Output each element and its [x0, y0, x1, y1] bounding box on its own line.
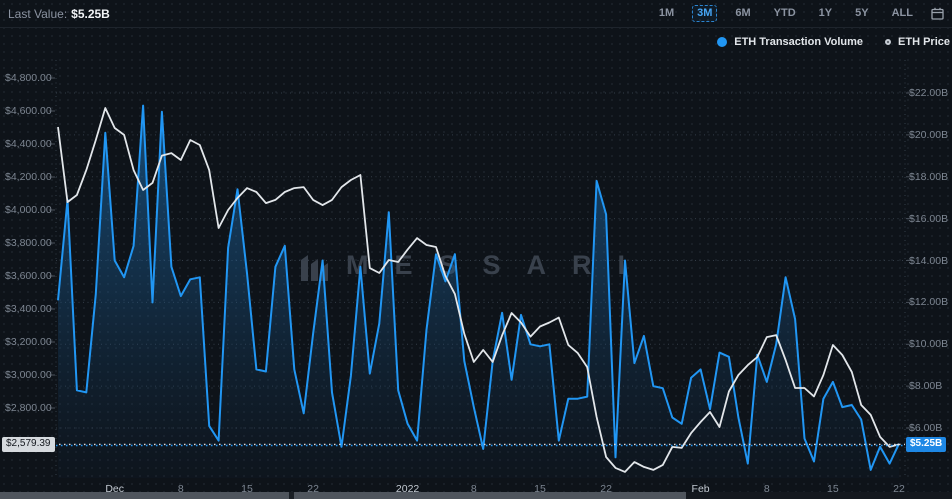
price-current-label: $2,579.39: [2, 437, 55, 452]
range-button-1y[interactable]: 1Y: [814, 5, 837, 22]
range-button-6m[interactable]: 6M: [730, 5, 755, 22]
left-axis-tick: $3,000.00: [5, 369, 52, 381]
range-toolbar: 1M 3M 6M YTD 1Y 5Y ALL: [654, 5, 944, 22]
left-axis-tick: $3,800.00: [5, 237, 52, 249]
left-axis-tick: $4,800.00: [5, 72, 52, 84]
scrollbar-handle[interactable]: [289, 492, 294, 499]
right-axis-tick: $12.00B: [909, 296, 949, 309]
left-axis-tick: $3,600.00: [5, 270, 52, 282]
range-button-1m[interactable]: 1M: [654, 5, 679, 22]
legend-ring-icon: [885, 39, 892, 45]
last-value-amount: $5.25B: [71, 6, 110, 21]
legend-dot-icon: [717, 37, 728, 47]
right-axis-tick: $14.00B: [909, 254, 949, 267]
left-axis-tick: $3,200.00: [5, 336, 52, 348]
range-button-5y[interactable]: 5Y: [850, 5, 873, 22]
range-button-3m[interactable]: 3M: [692, 5, 718, 22]
legend-item-eth-price[interactable]: ETH Price: [885, 36, 950, 48]
right-axis-tick: $18.00B: [909, 170, 949, 183]
calendar-icon[interactable]: [931, 7, 944, 20]
right-axis-tick: $16.00B: [909, 212, 949, 225]
legend-label: ETH Transaction Volume: [734, 36, 864, 48]
legend: ETH Transaction Volume ETH Price: [717, 36, 950, 48]
x-axis-tick: 8: [763, 483, 770, 495]
x-axis-tick: 15: [827, 483, 839, 495]
right-axis-tick: $6.00B: [909, 422, 943, 434]
x-axis-tick: 22: [893, 483, 905, 495]
x-axis-tick: 15: [241, 483, 253, 495]
left-axis-tick: $4,600.00: [5, 105, 52, 117]
legend-item-eth-transaction-volume[interactable]: ETH Transaction Volume: [717, 36, 863, 48]
right-axis-tick: $20.00B: [909, 128, 949, 141]
left-axis-tick: $4,000.00: [5, 204, 52, 216]
volume-current-label: $5.25B: [906, 437, 947, 452]
right-axis-tick: $8.00B: [909, 380, 943, 393]
last-value: Last Value: $5.25B: [8, 7, 110, 21]
header-bar: Last Value: $5.25B 1M 3M 6M YTD 1Y 5Y ALL: [0, 0, 952, 28]
x-axis-tick: 8: [470, 483, 477, 495]
range-button-ytd[interactable]: YTD: [769, 5, 801, 22]
timeline-scrollbar[interactable]: [0, 492, 952, 499]
left-axis-tick: $4,400.00: [5, 138, 52, 150]
x-axis-tick: 15: [534, 483, 546, 495]
last-value-label: Last Value:: [8, 6, 68, 21]
x-axis-tick: 22: [307, 483, 319, 495]
left-axis-tick: $2,800.00: [5, 402, 52, 414]
range-button-all[interactable]: ALL: [887, 5, 918, 22]
left-axis-tick: $4,200.00: [5, 171, 52, 183]
right-axis-tick: $22.00B: [909, 87, 949, 99]
x-axis-tick: 8: [177, 483, 184, 495]
right-axis-tick: $10.00B: [909, 338, 949, 351]
legend-label: ETH Price: [898, 36, 950, 48]
x-axis-tick: 22: [600, 483, 612, 495]
left-axis-tick: $3,400.00: [5, 303, 52, 315]
scrollbar-thumb[interactable]: [0, 492, 686, 499]
